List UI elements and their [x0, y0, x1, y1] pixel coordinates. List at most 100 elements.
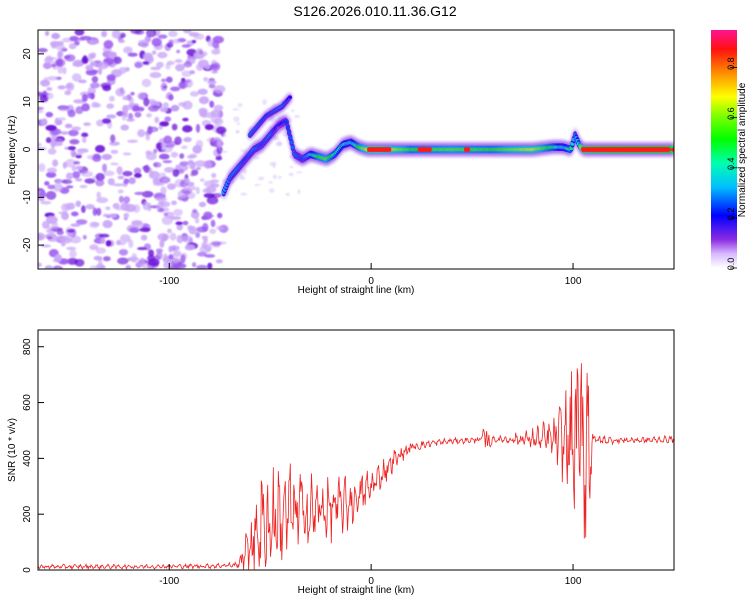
spectrogram-y-tick-label: -20	[22, 237, 33, 252]
noise-speckle	[145, 56, 154, 62]
colorbar-tick-label: 0.2	[726, 208, 736, 221]
noise-speckle	[159, 176, 171, 184]
noise-speckle	[38, 196, 45, 202]
noise-speckle	[39, 94, 49, 103]
noise-speckle	[47, 148, 57, 155]
noise-speckle	[217, 212, 223, 219]
noise-speckle	[179, 161, 190, 166]
noise-speckle	[127, 139, 139, 143]
noise-speckle	[134, 111, 142, 118]
noise-speckle	[184, 244, 195, 251]
noise-speckle	[139, 257, 146, 267]
noise-speckle	[45, 124, 57, 132]
noise-speckle	[59, 131, 70, 135]
noise-speckle	[207, 80, 217, 85]
noise-speckle	[61, 179, 73, 185]
noise-speckle	[131, 253, 137, 261]
snr-y-ticks: 0 200 400 600 800	[22, 338, 44, 573]
noise-speckle	[197, 59, 210, 69]
noise-speckle	[56, 44, 66, 51]
noise-speckle	[45, 137, 52, 144]
noise-speckle	[216, 138, 223, 148]
noise-speckle	[134, 62, 143, 69]
noise-speckle	[201, 242, 207, 249]
noise-speckle	[151, 37, 162, 47]
noise-speckle	[131, 220, 143, 226]
noise-speckle	[57, 85, 66, 90]
noise-speckle	[195, 232, 201, 238]
noise-speckle	[165, 62, 171, 70]
noise-speckle	[106, 114, 117, 119]
noise-speckle	[38, 109, 44, 114]
noise-speckle	[254, 183, 261, 187]
noise-speckle	[142, 61, 150, 65]
noise-speckle	[69, 249, 77, 259]
noise-speckle	[164, 116, 172, 122]
noise-speckle	[240, 149, 244, 152]
noise-speckle	[239, 177, 246, 180]
noise-speckle	[192, 208, 198, 214]
noise-speckle	[178, 102, 187, 107]
noise-speckle	[45, 171, 57, 178]
noise-speckle	[186, 181, 195, 187]
noise-speckle	[120, 124, 130, 131]
noise-speckle	[102, 220, 113, 229]
noise-speckle	[285, 192, 290, 196]
noise-speckle	[129, 227, 139, 233]
noise-speckle	[119, 234, 131, 243]
noise-speckle	[157, 233, 170, 241]
noise-speckle	[139, 227, 151, 233]
noise-speckle	[92, 154, 102, 162]
noise-speckle	[147, 258, 160, 267]
noise-speckle	[95, 145, 106, 153]
noise-speckle	[81, 132, 89, 138]
noise-speckle	[66, 185, 74, 189]
noise-speckle	[167, 183, 176, 190]
noise-speckle	[97, 174, 105, 180]
noise-speckle	[169, 265, 180, 269]
noise-speckle	[128, 239, 134, 249]
noise-speckle	[169, 232, 177, 241]
noise-speckle	[199, 178, 205, 182]
noise-speckle	[194, 217, 200, 224]
noise-speckle	[171, 257, 181, 264]
noise-speckle	[202, 188, 211, 194]
noise-speckle	[70, 149, 76, 158]
noise-speckle	[180, 254, 186, 264]
noise-speckle	[73, 160, 81, 165]
colorbar-tick-label: 0.6	[726, 107, 736, 120]
noise-speckle	[44, 30, 50, 37]
noise-speckle	[291, 109, 295, 113]
noise-speckle	[81, 205, 86, 213]
noise-speckle	[213, 117, 224, 126]
noise-speckle	[71, 73, 82, 82]
noise-speckle	[201, 235, 209, 240]
colorbar-tick-label: 0.8	[726, 57, 736, 70]
noise-speckle	[210, 109, 220, 118]
noise-speckle	[87, 92, 95, 99]
noise-speckle	[105, 206, 111, 211]
noise-speckle	[170, 86, 181, 92]
noise-speckle	[181, 44, 191, 48]
noise-speckle	[183, 30, 192, 34]
noise-speckle	[82, 234, 87, 240]
noise-speckle	[118, 39, 126, 44]
noise-speckle	[52, 265, 63, 269]
noise-speckle	[75, 106, 84, 115]
noise-speckle	[180, 145, 188, 149]
noise-speckle	[65, 172, 74, 180]
snr-y-tick-label: 600	[22, 394, 33, 411]
noise-speckle	[102, 213, 109, 218]
spectrogram-y-tick-label: 0	[22, 146, 33, 152]
noise-speckle	[71, 165, 77, 172]
noise-speckle	[193, 33, 205, 40]
noise-speckle	[137, 129, 146, 138]
noise-speckle	[163, 135, 173, 144]
noise-speckle	[81, 93, 88, 103]
noise-speckle	[158, 34, 168, 39]
noise-speckle	[187, 159, 194, 165]
noise-speckle	[96, 207, 102, 216]
colorbar-ticks: 0.0 0.2 0.4 0.6 0.8	[726, 57, 737, 270]
noise-speckle	[170, 151, 179, 158]
